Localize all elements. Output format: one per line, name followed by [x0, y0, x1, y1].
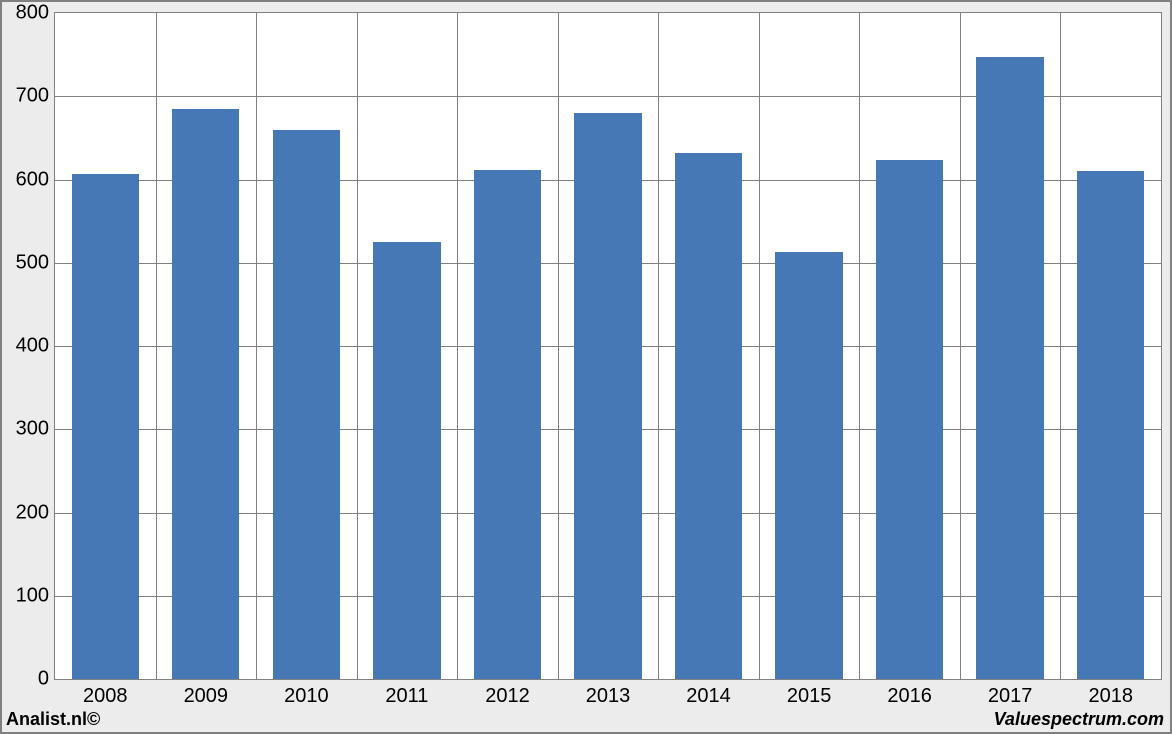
y-tick-label: 0 — [38, 668, 55, 691]
x-tick-label: 2012 — [485, 679, 530, 708]
bar — [373, 242, 440, 679]
gridline-v — [859, 13, 860, 679]
x-tick-label: 2014 — [686, 679, 731, 708]
y-tick-label: 600 — [16, 168, 55, 191]
plot-area: 0100200300400500600700800200820092010201… — [54, 12, 1162, 680]
footer-left-label: Analist.nl© — [6, 709, 100, 730]
y-tick-label: 700 — [16, 85, 55, 108]
bar — [775, 252, 842, 679]
bar — [876, 160, 943, 679]
x-tick-label: 2008 — [83, 679, 128, 708]
x-tick-label: 2018 — [1088, 679, 1133, 708]
y-tick-label: 400 — [16, 335, 55, 358]
gridline-v — [156, 13, 157, 679]
x-tick-label: 2011 — [385, 679, 428, 708]
gridline-v — [759, 13, 760, 679]
bar — [273, 130, 340, 679]
gridline-v — [256, 13, 257, 679]
x-tick-label: 2010 — [284, 679, 329, 708]
gridline-v — [658, 13, 659, 679]
x-tick-label: 2016 — [887, 679, 932, 708]
x-tick-label: 2009 — [184, 679, 229, 708]
gridline-v — [558, 13, 559, 679]
y-tick-label: 200 — [16, 501, 55, 524]
x-tick-label: 2013 — [586, 679, 631, 708]
bar — [72, 174, 139, 679]
bar — [172, 109, 239, 679]
y-tick-label: 100 — [16, 584, 55, 607]
x-tick-label: 2017 — [988, 679, 1033, 708]
bar — [574, 113, 641, 679]
chart-container: 0 100 200 300 400 500 600 700 800 2008 2009 2010 201… — [0, 0, 1172, 734]
gridline-v — [960, 13, 961, 679]
bar — [1077, 171, 1144, 679]
gridline-v — [1060, 13, 1061, 679]
footer-right-label: Valuespectrum.com — [994, 709, 1164, 730]
gridline-v — [357, 13, 358, 679]
x-tick-label: 2015 — [787, 679, 832, 708]
y-tick-label: 300 — [16, 418, 55, 441]
gridline-v — [457, 13, 458, 679]
bar — [976, 57, 1043, 679]
bar — [474, 170, 541, 679]
bar — [675, 153, 742, 679]
y-tick-label: 500 — [16, 251, 55, 274]
y-tick-label: 800 — [16, 2, 55, 25]
